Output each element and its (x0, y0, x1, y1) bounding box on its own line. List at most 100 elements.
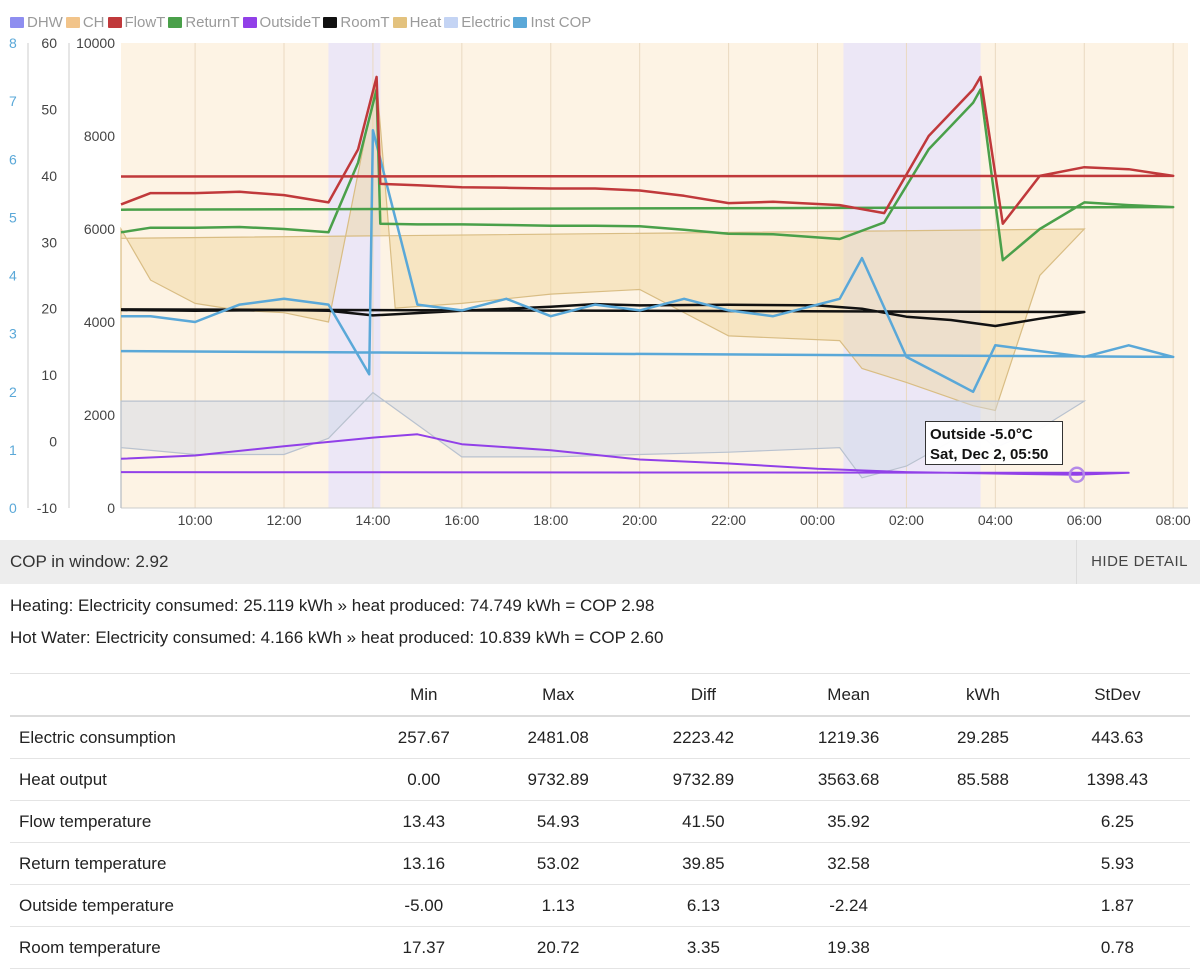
x-tick-label: 18:00 (533, 512, 568, 528)
cell-diff: 6.13 (630, 884, 776, 927)
cell-kwh (921, 884, 1045, 927)
series-returnt-line (120, 88, 1175, 262)
legend-swatch (65, 16, 80, 28)
cell-min: 13.16 (362, 842, 486, 885)
x-tick-label: 06:00 (1067, 512, 1102, 528)
table-row: Flow temperature 13.43 54.93 41.50 35.92… (10, 800, 1190, 843)
cell-stdev: 6.25 (1044, 800, 1190, 843)
cell-kwh (921, 842, 1045, 885)
series-roomt-line (120, 302, 1086, 328)
hover-tooltip: Outside -5.0°C Sat, Dec 2, 05:50 (925, 421, 1063, 465)
row-label: Electric consumption (10, 716, 362, 759)
hover-marker (1068, 466, 1086, 484)
cell-mean: -2.24 (775, 884, 922, 927)
legend-swatch (444, 16, 459, 28)
cell-diff: 9732.89 (630, 758, 776, 801)
table-header-mean: Mean (775, 673, 922, 717)
cop-window-text: COP in window: 2.92 (10, 552, 169, 571)
legend-swatch (242, 16, 257, 28)
table-header-min: Min (362, 673, 486, 717)
cell-max: 54.93 (485, 800, 631, 843)
cell-diff: 3.35 (630, 926, 776, 969)
cell-kwh (921, 926, 1045, 969)
legend-item-outsidet[interactable]: OutsideT (242, 13, 321, 31)
x-tick-label: 08:00 (1156, 512, 1191, 528)
table-row: Return temperature 13.16 53.02 39.85 32.… (10, 842, 1190, 885)
table-row: Outside temperature -5.00 1.13 6.13 -2.2… (10, 884, 1190, 927)
cop-tick-label: 5 (9, 209, 17, 225)
x-tick-label: 12:00 (266, 512, 301, 528)
cell-stdev: 443.63 (1044, 716, 1190, 759)
temperature-tick-label: 10 (41, 367, 57, 383)
legend-item-flowt[interactable]: FlowT (107, 13, 166, 31)
cell-mean: 1219.36 (775, 716, 922, 759)
legend-label: OutsideT (259, 13, 321, 31)
cell-max: 2481.08 (485, 716, 631, 759)
table-header-kwh: kWh (921, 673, 1045, 717)
series-inst-cop-line (120, 128, 1175, 394)
cell-mean: 35.92 (775, 800, 922, 843)
legend-swatch (168, 16, 183, 28)
cell-min: 257.67 (362, 716, 486, 759)
row-label: Flow temperature (10, 800, 362, 843)
cop-tick-label: 2 (9, 384, 17, 400)
chart-panel: 0 1 2 3 4 5 6 7 8 -10 0 10 20 30 40 50 60 0 2000 4000 6000 80… (9, 13, 1191, 529)
x-tick-label: 02:00 (889, 512, 924, 528)
power-tick-label: 4000 (84, 314, 115, 330)
cop-tick-label: 6 (9, 151, 17, 167)
power-tick-label: 0 (107, 500, 115, 516)
temperature-tick-label: 20 (41, 301, 57, 317)
table-row: Electric consumption 257.67 2481.08 2223… (10, 716, 1190, 759)
legend-item-heat[interactable]: Heat (392, 13, 442, 31)
tooltip-value: Outside -5.0°C (930, 426, 1033, 443)
x-tick-label: 20:00 (622, 512, 657, 528)
legend-item-inst-cop[interactable]: Inst COP (513, 14, 591, 31)
cell-stdev: 1.87 (1044, 884, 1190, 927)
power-tick-label: 2000 (84, 407, 115, 423)
cop-window-bar: COP in window: 2.92 HIDE DETAIL (0, 540, 1200, 584)
cop-tick-label: 8 (9, 35, 17, 51)
table-header-blank (10, 673, 362, 717)
table-header-max: Max (485, 673, 631, 717)
cell-kwh: 29.285 (921, 716, 1045, 759)
series-flowt-line (120, 75, 1175, 225)
table-row: Room temperature 17.37 20.72 3.35 19.38 … (10, 926, 1190, 969)
cell-kwh (921, 800, 1045, 843)
x-tick-label: 14:00 (355, 512, 390, 528)
cell-min: 0.00 (362, 758, 486, 801)
temperature-tick-label: 50 (41, 101, 57, 117)
row-label: Outside temperature (10, 884, 362, 927)
legend-item-roomt[interactable]: RoomT (323, 14, 390, 31)
legend-item-electric[interactable]: Electric (444, 14, 510, 31)
cell-diff: 41.50 (630, 800, 776, 843)
cop-tick-label: 4 (9, 268, 17, 284)
legend-label: Inst COP (530, 13, 592, 31)
legend-swatch (107, 16, 122, 28)
cop-tick-label: 1 (9, 442, 17, 458)
legend-item-ch[interactable]: CH (65, 13, 105, 31)
heating-summary: Heating: Electricity consumed: 25.119 kW… (10, 596, 655, 615)
legend-item-dhw[interactable]: DHW (10, 14, 63, 31)
cell-mean: 32.58 (775, 842, 922, 885)
cell-min: 17.37 (362, 926, 486, 969)
legend-label: CH (82, 13, 105, 31)
cell-min: 13.43 (362, 800, 486, 843)
legend-item-returnt[interactable]: ReturnT (168, 14, 240, 31)
x-tick-label: 10:00 (178, 512, 213, 528)
legend-label: DHW (27, 13, 63, 31)
table-header-stdev: StDev (1044, 673, 1190, 717)
cell-diff: 2223.42 (630, 716, 776, 759)
series-heat-area (120, 80, 1086, 508)
cell-min: -5.00 (362, 884, 486, 927)
cell-max: 1.13 (485, 884, 631, 927)
cell-stdev: 1398.43 (1044, 758, 1190, 801)
legend-swatch (513, 16, 528, 28)
legend-label: FlowT (124, 13, 166, 31)
temperature-tick-label: 40 (41, 168, 57, 184)
hide-detail-button[interactable]: HIDE DETAIL (1076, 540, 1200, 584)
legend-label: Heat (409, 13, 442, 31)
cell-kwh: 85.588 (921, 758, 1045, 801)
cell-mean: 19.38 (775, 926, 922, 969)
cell-diff: 39.85 (630, 842, 776, 885)
temperature-tick-label: 0 (49, 434, 57, 450)
